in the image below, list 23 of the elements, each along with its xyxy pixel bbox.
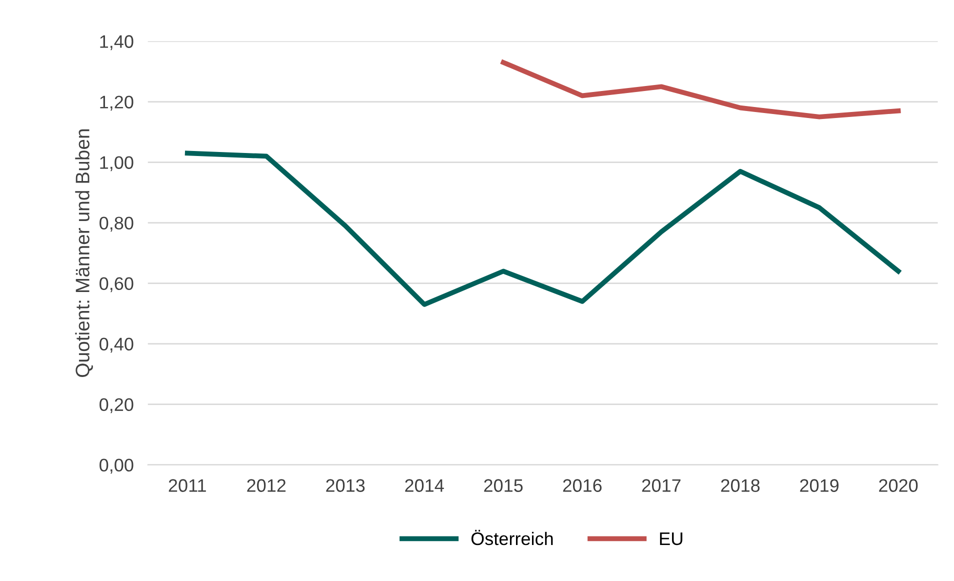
line-series xyxy=(184,150,901,307)
x-tick-label: 2011 xyxy=(168,479,206,492)
y-tick-label: 0,80 xyxy=(100,216,134,232)
x-tick-label: 2012 xyxy=(247,479,286,492)
x-tick-label: 2016 xyxy=(563,479,602,492)
y-tick-label: 1,20 xyxy=(100,96,134,111)
x-tick-label: 2019 xyxy=(800,479,839,492)
y-tick-label: 0,20 xyxy=(100,398,134,414)
y-axis-title: Quotient: Männer und Buben xyxy=(75,129,93,377)
legend-label: Österreich xyxy=(471,530,553,546)
y-tick-label: 1,40 xyxy=(100,35,134,50)
x-tick-label: 2020 xyxy=(879,479,918,492)
x-tick-label: 2017 xyxy=(642,479,680,492)
x-tick-label: 2018 xyxy=(721,479,760,492)
x-tick-label: 2013 xyxy=(326,479,365,492)
line-series xyxy=(500,60,901,120)
x-tick-label: 2015 xyxy=(484,479,523,492)
y-tick-label: 0,60 xyxy=(100,277,134,292)
y-tick-label: 1,00 xyxy=(100,156,134,172)
x-tick-label: 2014 xyxy=(405,479,444,492)
y-tick-label: 0,00 xyxy=(100,458,134,474)
y-tick-label: 0,40 xyxy=(100,338,134,353)
legend-label: EU xyxy=(660,532,682,546)
